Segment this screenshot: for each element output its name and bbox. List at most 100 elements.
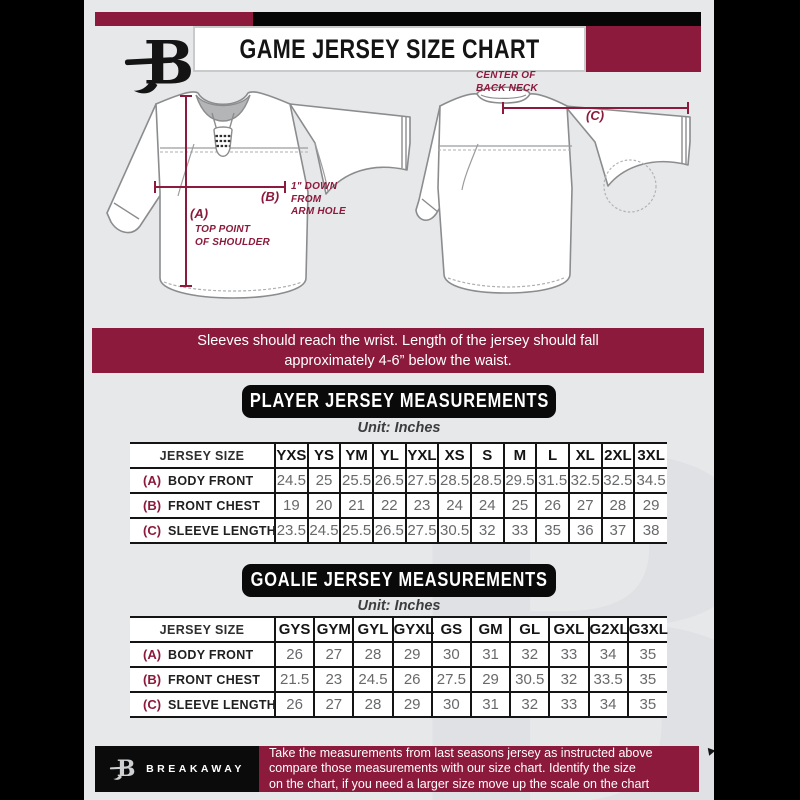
value-cell: 24 <box>437 493 471 518</box>
size-header: GM <box>469 617 511 642</box>
row-label-cell: (B) FRONT CHEST <box>130 493 275 518</box>
header-row: JERSEY SIZE GYS GYM GYL GYXL GS GM GL GXL G2XL G3X… <box>130 617 668 642</box>
row-label-cell: (C) SLEEVE LENGTH <box>130 518 277 543</box>
value-cell: 26 <box>273 642 315 667</box>
measure-a-label: (A) <box>190 206 209 221</box>
value-cell: 28.5 <box>437 468 471 493</box>
jersey-back-diagram <box>415 86 691 294</box>
value-cell: 29.5 <box>502 468 537 493</box>
value-cell: 29 <box>391 642 432 667</box>
value-cell: 33 <box>548 692 589 717</box>
value-cell: 23 <box>313 667 354 692</box>
size-header: G3XL <box>626 617 668 642</box>
footer-breakaway-logo-icon: B <box>109 756 136 782</box>
row-label-cell: (A) BODY FRONT <box>130 642 275 667</box>
value-cell: 27 <box>313 692 354 717</box>
size-header: L <box>535 443 569 468</box>
value-cell: 24 <box>469 493 504 518</box>
accent-black-segment <box>253 12 701 26</box>
size-header: GS <box>430 617 471 642</box>
corner-header: JERSEY SIZE <box>159 622 245 637</box>
goalie-measurements-table: JERSEY SIZE GYS GYM GYL GYXL GS GM GL GXL G2XL G3X… <box>130 616 668 718</box>
center-back-neck-note: CENTER OF BACK NECK <box>476 70 538 94</box>
value-cell: 21.5 <box>273 667 315 692</box>
measure-b-label: (B) <box>261 189 280 204</box>
footer-note-line1: Take the measurements from last seasons … <box>269 746 653 761</box>
value-cell: 35 <box>535 518 569 543</box>
size-header: YXL <box>404 443 439 468</box>
table-row: (B) FRONT CHEST 19 20 21 22 23 24 24 25 26 27 28 29 <box>130 493 667 518</box>
value-cell: 25.5 <box>339 468 373 493</box>
table-row: (B) FRONT CHEST 21.5 23 24.5 26 27.5 29 30.5 32 33… <box>130 667 667 692</box>
size-header: GYXL <box>391 617 434 642</box>
value-cell: 35 <box>626 667 667 692</box>
value-cell: 28 <box>352 642 393 667</box>
goalie-section-title: GOALIE JERSEY MEASUREMENTS <box>250 569 548 591</box>
value-cell: 25.5 <box>339 518 373 543</box>
footer-note-line3: on the chart, if you need a larger size … <box>269 776 650 791</box>
footer-instructions-box: Take the measurements from last seasons … <box>259 746 699 792</box>
value-cell: 33.5 <box>587 667 628 692</box>
size-header: XL <box>567 443 602 468</box>
value-cell: 30 <box>430 642 471 667</box>
value-cell: 32.5 <box>567 468 602 493</box>
page-title-box: GAME JERSEY SIZE CHART <box>193 26 586 72</box>
goalie-unit-label: Unit: Inches <box>357 598 441 614</box>
fit-note-line2: approximately 4-6” below the waist. <box>284 352 512 369</box>
value-cell: 32 <box>469 518 504 543</box>
value-cell: 24.5 <box>274 468 308 493</box>
size-header: M <box>502 443 537 468</box>
size-header: GXL <box>548 617 589 642</box>
value-cell: 29 <box>469 667 511 692</box>
header-row: JERSEY SIZE YXS YS YM YL YXL XS S M L XL 2XL 3XL <box>130 443 667 468</box>
goalie-section-pill: GOALIE JERSEY MEASUREMENTS <box>242 564 556 597</box>
value-cell: 20 <box>306 493 341 518</box>
value-cell: 36 <box>567 518 602 543</box>
footer-brand-name: BREAKAWAY <box>146 763 245 775</box>
measure-key: (A) <box>143 472 162 488</box>
title-maroon-block <box>586 26 701 72</box>
size-header: 3XL <box>633 443 667 468</box>
table-row: (A) BODY FRONT 26 27 28 29 30 31 32 33 34 35 <box>130 642 667 667</box>
row-label-cell: (C) SLEEVE LENGTH <box>130 692 277 717</box>
value-cell: 26.5 <box>371 518 406 543</box>
measure-label: BODY FRONT <box>168 473 254 488</box>
measure-key: (B) <box>143 497 162 513</box>
value-cell: 31.5 <box>535 468 569 493</box>
page-title: GAME JERSEY SIZE CHART <box>239 33 540 64</box>
size-header: YL <box>371 443 406 468</box>
value-cell: 33 <box>548 642 589 667</box>
value-cell: 31 <box>469 642 511 667</box>
svg-text:B: B <box>117 756 136 782</box>
value-cell: 25 <box>306 468 341 493</box>
measure-label: SLEEVE LENGTH <box>168 697 277 712</box>
value-cell: 27 <box>313 642 354 667</box>
table-row: (A) BODY FRONT 24.5 25 25.5 26.5 27.5 28.5 28.5 2… <box>130 468 667 493</box>
value-cell: 29 <box>633 493 667 518</box>
jersey-front-diagram <box>106 91 411 299</box>
value-cell: 33 <box>502 518 537 543</box>
measure-label: SLEEVE LENGTH <box>168 523 277 538</box>
fit-note-banner: Sleeves should reach the wrist. Length o… <box>92 328 704 373</box>
value-cell: 32 <box>548 667 589 692</box>
value-cell: 26 <box>535 493 569 518</box>
size-header: GYS <box>273 617 315 642</box>
player-unit-label: Unit: Inches <box>357 420 441 436</box>
value-cell: 34.5 <box>633 468 667 493</box>
value-cell: 28 <box>352 692 393 717</box>
size-header: S <box>469 443 504 468</box>
breakaway-logo-icon: B <box>124 30 194 98</box>
value-cell: 31 <box>469 692 511 717</box>
size-header: YS <box>306 443 341 468</box>
measure-label: FRONT CHEST <box>168 498 261 513</box>
value-cell: 27 <box>567 493 602 518</box>
player-section-pill: PLAYER JERSEY MEASUREMENTS <box>242 385 556 418</box>
value-cell: 32 <box>509 692 550 717</box>
value-cell: 22 <box>371 493 406 518</box>
row-label-cell: (B) FRONT CHEST <box>130 667 275 692</box>
measure-key: (B) <box>143 671 162 687</box>
player-section-header-row: PLAYER JERSEY MEASUREMENTS <box>84 385 714 418</box>
value-cell: 28 <box>600 493 635 518</box>
value-cell: 38 <box>633 518 667 543</box>
footer-brand-box: B BREAKAWAY <box>95 746 259 792</box>
